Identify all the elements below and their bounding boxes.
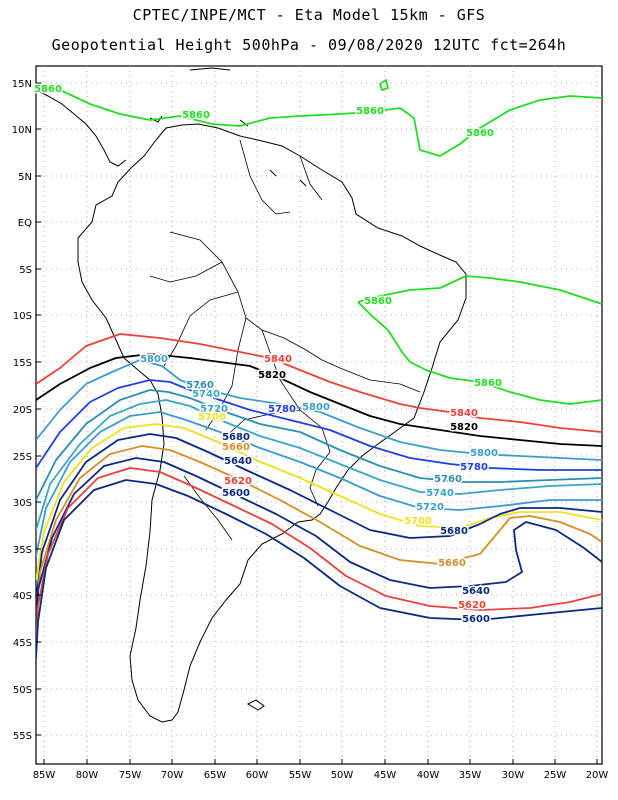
contour-label: 5740 [426,488,454,499]
contour-line-5860 [357,275,602,305]
lat-tick-label: 50S [13,685,32,696]
contour-line-5860 [379,79,389,91]
contour-label: 5620 [458,600,486,611]
south-america-coastline [77,123,467,723]
contour-line-5780 [36,379,602,471]
lon-tick-label: 60W [246,770,269,781]
contour-label: 5740 [192,389,220,400]
lat-tick-label: 20S [13,405,32,416]
contour-label: 5840 [450,408,478,419]
lon-tick-label: 35W [459,770,482,781]
contour-label: 5600 [222,488,250,499]
contour-line-5600 [36,479,602,659]
contour-label: 5800 [470,448,498,459]
contour-line-5840 [36,333,602,433]
lat-tick-label: 55S [13,731,32,742]
lon-tick-label: 25W [544,770,567,781]
lat-tick-label: 45S [13,638,32,649]
contour-line-5620 [36,467,602,653]
contour-line-5680 [36,433,602,601]
map-title-line2: Geopotential Height 500hPa - 09/08/2020 … [51,36,567,54]
coastlines [36,67,467,723]
contour-label: 5860 [356,106,384,117]
contour-label: 5680 [222,432,250,443]
country-borders [149,139,421,541]
lat-tick-label: 5N [18,172,32,183]
lat-tick-label: 25S [13,452,32,463]
contour-label: 5720 [200,404,228,415]
contour-line-5860 [357,301,602,405]
contour-label: 5820 [258,370,286,381]
height-contours [36,79,602,659]
lat-tick-label: 10N [12,125,32,136]
lon-tick-label: 75W [119,770,142,781]
contour-line-5640 [36,457,602,639]
lat-tick-label: 5S [19,265,32,276]
contour-label: 5700 [198,412,226,423]
contour-label: 5660 [222,442,250,453]
contour-label: 5780 [268,404,296,415]
contour-label: 5860 [364,296,392,307]
contour-label: 5800 [140,354,168,365]
falkland-islands [246,699,265,711]
contour-label: 5860 [34,84,62,95]
map-frame [35,65,603,765]
contour-label: 5640 [462,586,490,597]
lon-tick-label: 80W [76,770,99,781]
map-title-line1: CPTEC/INPE/MCT - Eta Model 15km - GFS [132,6,486,24]
contour-line-5820 [36,353,602,447]
contour-line-5760 [36,389,602,501]
contour-label: 5860 [466,128,494,139]
lon-tick-label: 50W [331,770,354,781]
contour-label: 5660 [438,558,466,569]
contour-label: 5760 [186,380,214,391]
lon-tick-label: 20W [586,770,609,781]
contour-label: 5760 [434,474,462,485]
contour-label: 5860 [182,110,210,121]
contour-label: 5780 [460,462,488,473]
lat-tick-label: 35S [13,545,32,556]
contour-line-5720 [36,411,602,557]
lat-tick-label: 40S [13,591,32,602]
contour-label: 5600 [462,614,490,625]
lat-tick-label: 10S [13,311,32,322]
contour-label: 5840 [264,354,292,365]
lon-tick-label: 85W [33,770,56,781]
contour-label: 5700 [404,516,432,527]
lat-tick-label: 30S [13,498,32,509]
contour-labels: 5860 5860 5860 5860 5860 5860 5840 5840 5820 5820… [33,83,504,627]
central-america-coastline [36,89,127,167]
contour-label: 5860 [474,378,502,389]
lon-tick-label: 30W [502,770,525,781]
contour-label: 5720 [416,502,444,513]
caribbean-islands [149,67,307,187]
lon-tick-label: 70W [161,770,184,781]
contour-line-5740 [36,399,602,531]
lon-tick-label: 65W [204,770,227,781]
contour-label: 5620 [224,476,252,487]
contour-line-5660 [36,445,602,621]
lon-tick-label: 55W [289,770,312,781]
contour-label: 5820 [450,422,478,433]
lon-tick-label: 45W [374,770,397,781]
lat-tick-label: 15N [12,79,32,90]
lat-tick-label: 15S [13,358,32,369]
contour-label: 5800 [302,402,330,413]
lat-tick-label: EQ [18,218,32,229]
lon-tick-label: 40W [417,770,440,781]
contour-line-5860 [36,85,602,157]
contour-label: 5640 [224,456,252,467]
contour-label: 5680 [440,526,468,537]
contour-line-5800 [36,359,602,461]
axis-ticks: 15N 10N 5N EQ 5S 10S 15S 20S 25S 30S 35S 40S 45S 50S 5… [12,79,609,781]
